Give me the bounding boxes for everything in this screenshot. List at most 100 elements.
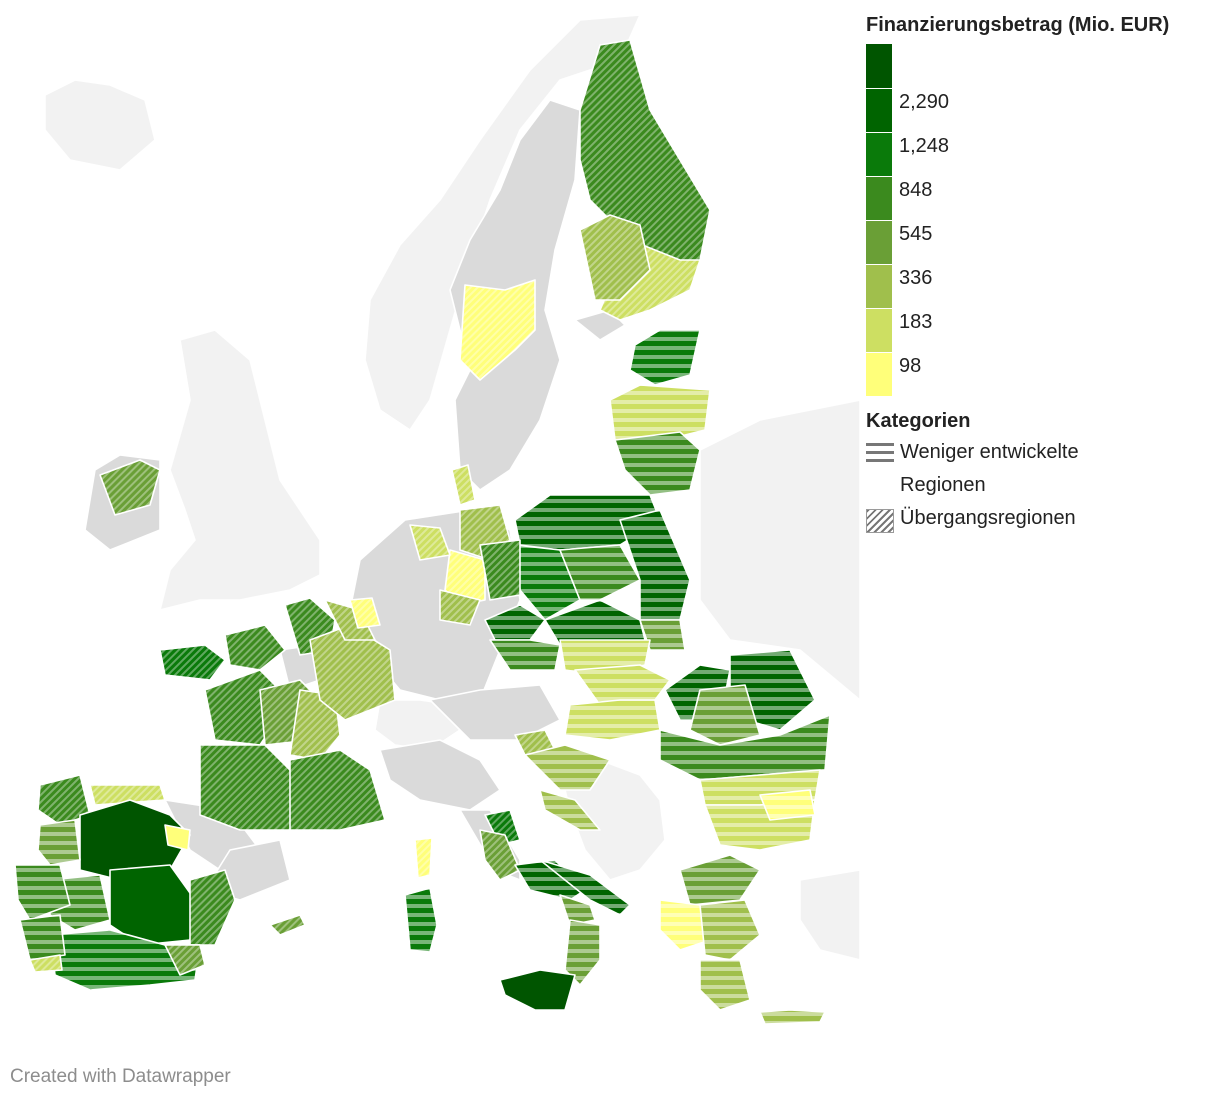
poland-central [559, 544, 641, 601]
finland-west [579, 214, 651, 301]
ukraine-russia [699, 399, 860, 701]
portugal-north [37, 819, 81, 866]
scale-tick [866, 132, 892, 133]
scale-label: 336 [899, 267, 933, 289]
greece-center [699, 899, 761, 961]
sicily [499, 969, 576, 1011]
france-normandy [224, 624, 286, 671]
scale-label: 848 [899, 179, 933, 201]
iceland [44, 79, 156, 171]
color-scale-bar [866, 44, 892, 396]
germany-east-c [479, 539, 521, 601]
scale-label: 1,248 [899, 135, 950, 157]
category-label-line1: Weniger entwickelte [900, 441, 1079, 463]
northern-italy [379, 739, 501, 811]
scale-swatch [866, 220, 892, 264]
italy-campania [514, 859, 586, 901]
croatia-coast [539, 789, 601, 831]
austria-grey [429, 684, 561, 741]
france-south [289, 749, 386, 831]
slovenia [514, 729, 556, 756]
portugal-centro [14, 864, 71, 921]
scale-swatch [866, 176, 892, 220]
italy-puglia [539, 859, 631, 916]
italy-abruzzo [484, 809, 521, 846]
category-transition: Übergangsregionen [866, 502, 1216, 535]
scale-swatch [866, 308, 892, 352]
greece-north [679, 854, 761, 906]
italy-molise [479, 829, 521, 881]
balearics [269, 914, 306, 936]
poland-north [514, 494, 661, 551]
scale-tick [866, 88, 892, 89]
poland-south [544, 599, 646, 651]
czechia-a [484, 604, 546, 641]
switzerland [374, 699, 461, 751]
france-lorraine [324, 599, 376, 641]
scale-swatch [866, 264, 892, 308]
pais-vasco [164, 824, 191, 851]
lithuania [614, 431, 701, 496]
categories-title: Kategorien [866, 410, 971, 432]
europe-map-svg [14, 14, 860, 1025]
scale-swatch [866, 88, 892, 132]
map-legend: Finanzierungsbetrag (Mio. EUR) 2,290 1,24… [866, 10, 1216, 535]
romania-center [689, 684, 761, 746]
category-less-developed: Weniger entwickelte Regionen [866, 436, 1216, 502]
stripes-swatch-icon [866, 443, 894, 467]
scale-label: 2,290 [899, 91, 950, 113]
scale-swatch [866, 44, 892, 88]
romania-south [659, 714, 831, 781]
czechia-b [489, 639, 561, 671]
sardinia [404, 887, 438, 953]
latvia [609, 384, 711, 441]
germany-nw-hatch [409, 524, 451, 561]
scale-label: 545 [899, 223, 933, 245]
scale-swatch [866, 352, 892, 396]
portugal-alentejo [19, 914, 66, 961]
category-label-line2: Regionen [900, 474, 986, 496]
france-southwest [199, 744, 301, 831]
algarve [29, 954, 63, 973]
category-label-line1: Übergangsregionen [900, 507, 1076, 529]
valencia [189, 869, 236, 946]
croatia-a [524, 744, 611, 791]
hungary-north [574, 664, 671, 706]
norway [364, 14, 641, 431]
scale-tick [866, 352, 892, 353]
scale-tick [866, 308, 892, 309]
great-britain [159, 329, 321, 611]
hungary-south [564, 699, 661, 741]
italy-basilicata [559, 894, 596, 926]
france-brittany [159, 644, 226, 681]
poland-west [514, 544, 581, 621]
hatch-swatch-icon [866, 509, 894, 533]
sweden-mitt [459, 279, 536, 381]
germany-west-hatch [439, 589, 481, 626]
color-scale: 2,290 1,248 848 545 336 183 98 [866, 42, 1216, 402]
greece-south [699, 959, 751, 1011]
crete [759, 1009, 826, 1025]
finland-south-grey [574, 309, 626, 341]
galicia [37, 774, 91, 826]
scale-label: 98 [899, 355, 922, 377]
castilla-leon [79, 799, 191, 881]
scale-label: 183 [899, 311, 933, 333]
france-east [309, 624, 396, 721]
denmark-region [451, 464, 476, 506]
belgium-hatch [349, 597, 381, 629]
bulgaria-east [759, 789, 816, 821]
turkey [799, 869, 860, 961]
scale-tick [866, 264, 892, 265]
scale-swatch [866, 132, 892, 176]
datawrapper-credit[interactable]: Created with Datawrapper [10, 1066, 231, 1087]
murcia [164, 944, 206, 976]
estonia [629, 329, 701, 386]
italy-calabria [564, 919, 601, 986]
scale-tick [866, 176, 892, 177]
corsica [414, 837, 433, 879]
asturias-cantabria [89, 784, 166, 806]
choropleth-map [14, 14, 860, 1025]
greece-west [659, 899, 711, 951]
andalucia [49, 929, 201, 991]
